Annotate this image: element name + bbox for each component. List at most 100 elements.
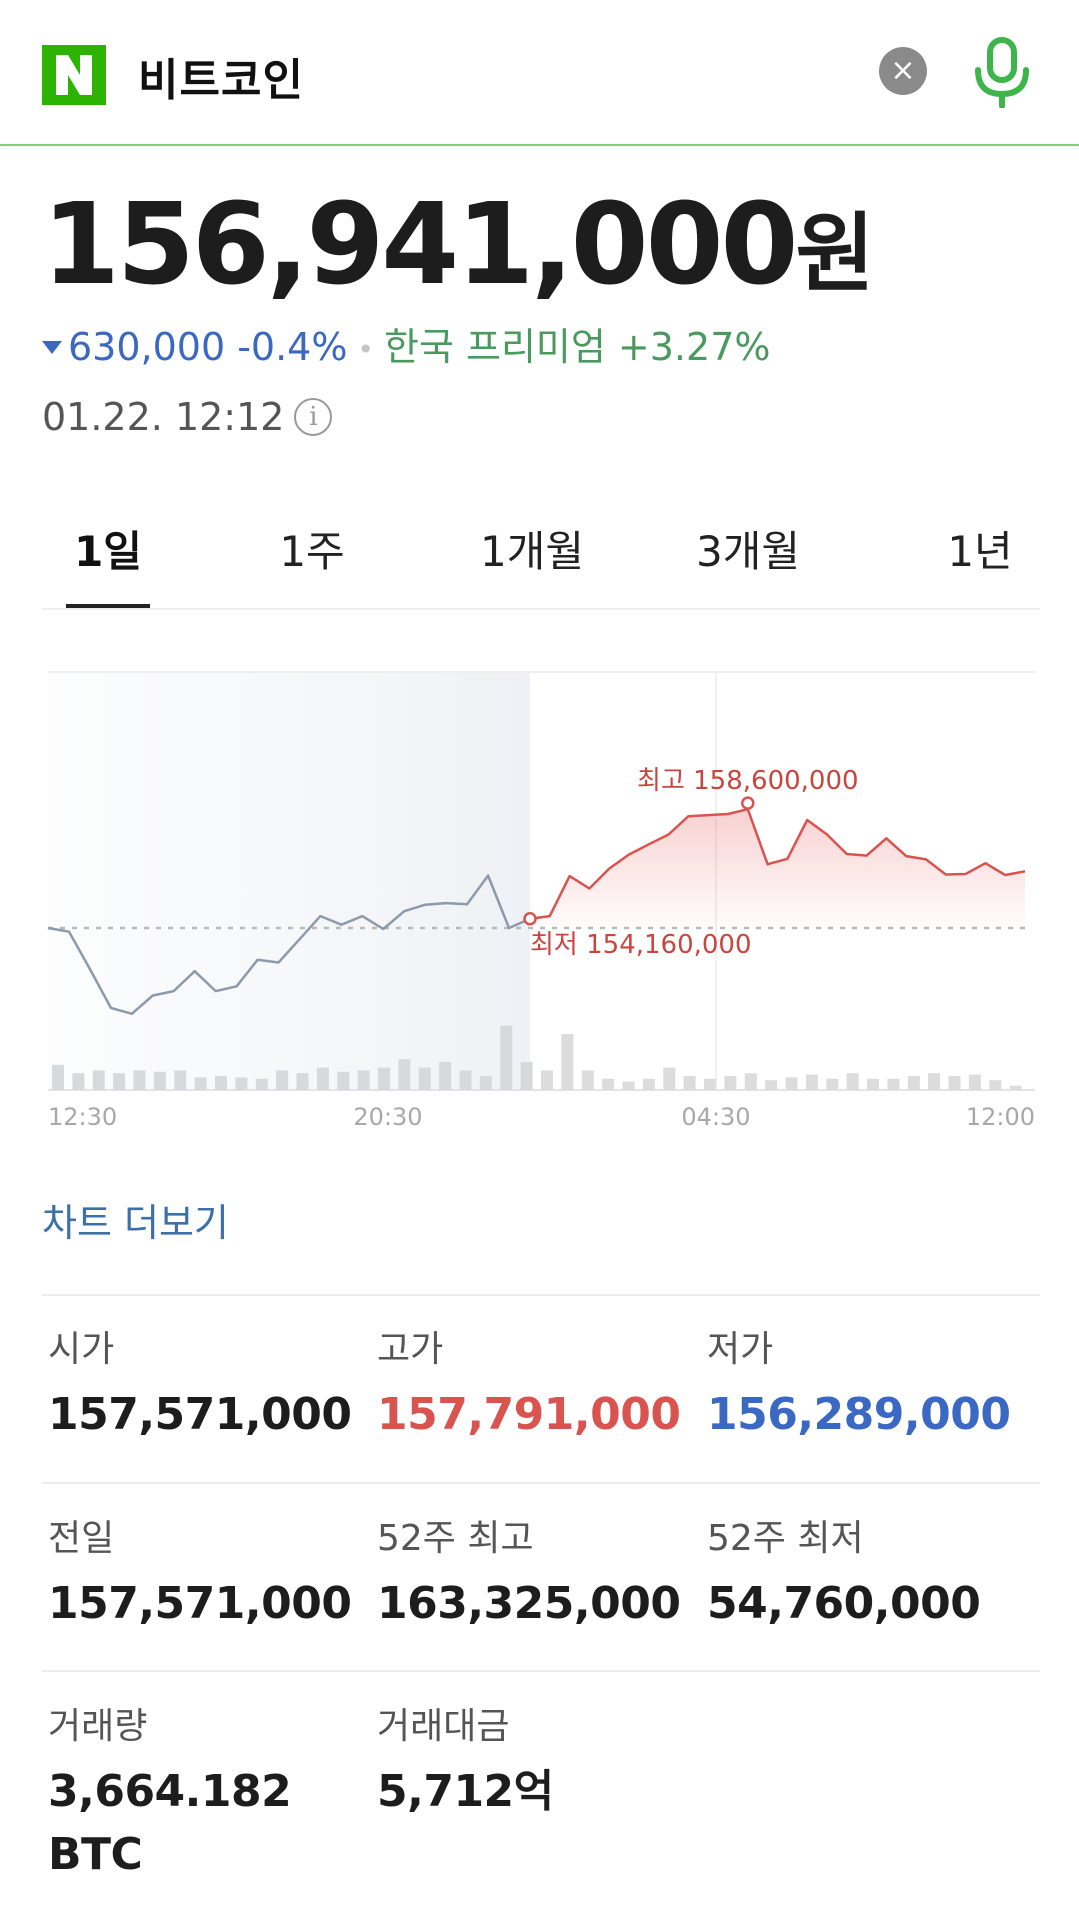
stat-value: 3,664.182	[48, 1766, 292, 1817]
volume-bar	[683, 1076, 696, 1090]
stat-low: 저가 156,289,000	[707, 1326, 1011, 1448]
current-session-line	[529, 807, 1026, 921]
chart-markers	[523, 796, 755, 926]
volume-bar	[194, 1077, 207, 1090]
volume-bar	[907, 1076, 920, 1090]
stat-label: 52주 최저	[707, 1518, 864, 1559]
volume-bar	[642, 1078, 655, 1090]
volume-bar	[1009, 1085, 1022, 1090]
stat-high: 고가 157,791,000	[377, 1326, 681, 1448]
stat-value: 163,325,000	[377, 1578, 681, 1629]
low-marker	[523, 912, 537, 926]
quote-datetime-row: 01.22. 12:12 i	[42, 392, 333, 442]
stat-volume: 거래량 3,664.182 BTC	[48, 1703, 292, 1885]
x-tick-label: 12:30	[48, 1103, 117, 1131]
stat-value: 157,571,000	[48, 1578, 352, 1629]
tab-1-year[interactable]: 1년	[947, 527, 1013, 576]
volume-bar	[663, 1067, 676, 1090]
quote-datetime: 01.22. 12:12	[42, 395, 285, 439]
stat-value: 5,712억	[377, 1766, 554, 1817]
volume-bar	[398, 1059, 411, 1090]
volume-bar	[561, 1034, 574, 1090]
volume-bar	[704, 1078, 716, 1090]
stat-label: 거래량	[48, 1706, 148, 1747]
volume-bar	[520, 1062, 533, 1090]
volume-bar	[255, 1078, 268, 1090]
volume-bar	[378, 1067, 390, 1090]
volume-bar	[479, 1076, 492, 1090]
clear-search-button[interactable]: ×	[879, 47, 927, 95]
volume-bar	[500, 1025, 513, 1090]
price-change: 630,000 -0.4%	[68, 325, 348, 369]
volume-bar	[622, 1081, 635, 1090]
korea-premium: 한국 프리미엄 +3.27%	[384, 325, 771, 369]
stat-value: 157,571,000	[48, 1389, 352, 1440]
volume-bar	[459, 1070, 472, 1090]
volume-bar	[337, 1071, 350, 1090]
volume-bar	[968, 1074, 981, 1090]
volume-bar	[235, 1077, 248, 1090]
close-icon: ×	[890, 53, 916, 88]
naver-logo[interactable]	[42, 45, 106, 105]
volume-bar	[296, 1073, 309, 1090]
active-tab-indicator	[66, 604, 150, 608]
price-lines	[47, 807, 1026, 1016]
volume-bar	[765, 1080, 778, 1090]
price-chart[interactable]: 최고 158,600,000 최저 154,160,000 12:30 20:30 04…	[0, 640, 1079, 1140]
separator-dot: •	[357, 332, 374, 366]
volume-bar	[785, 1077, 798, 1090]
period-tabs: 1일 1주 1개월 3개월 1년	[42, 518, 1040, 610]
volume-bar	[276, 1070, 289, 1090]
volume-bar	[92, 1070, 105, 1090]
volume-bar	[928, 1073, 941, 1090]
price-unit: 원	[795, 204, 875, 304]
low-label: 최저 154,160,000	[530, 930, 752, 960]
volume-bar	[52, 1064, 64, 1090]
tab-1-day[interactable]: 1일	[74, 527, 142, 576]
stat-value-unit: BTC	[48, 1829, 143, 1880]
previous-session-line	[47, 874, 531, 1016]
divider	[42, 1482, 1040, 1484]
volume-bar	[805, 1074, 818, 1090]
volume-bar	[439, 1062, 452, 1090]
down-triangle-icon	[42, 341, 62, 354]
divider	[42, 1294, 1040, 1296]
volume-bar	[153, 1071, 166, 1090]
x-tick-label: 20:30	[353, 1103, 422, 1131]
volume-bar	[174, 1070, 187, 1090]
volume-bar	[133, 1070, 146, 1090]
stat-value: 156,289,000	[707, 1389, 1011, 1440]
search-header: 비트코인 ×	[0, 0, 1079, 146]
x-tick-label: 04:30	[681, 1103, 750, 1131]
tab-1-week[interactable]: 1주	[279, 527, 345, 576]
volume-bar	[867, 1078, 879, 1090]
current-price: 156,941,000원	[42, 180, 875, 319]
price-change-row: 630,000 -0.4% • 한국 프리미엄 +3.27%	[42, 322, 770, 375]
x-tick-label: 12:00	[966, 1103, 1035, 1131]
volume-bar	[744, 1073, 757, 1090]
info-icon[interactable]: i	[294, 397, 333, 436]
stat-trade-value: 거래대금 5,712억	[377, 1703, 554, 1825]
volume-bar	[418, 1067, 431, 1090]
search-query[interactable]: 비트코인	[138, 55, 304, 106]
stat-prev-close: 전일 157,571,000	[48, 1515, 352, 1637]
stat-label: 고가	[377, 1329, 444, 1370]
divider	[42, 1670, 1040, 1672]
stat-label: 저가	[707, 1329, 774, 1370]
volume-bar	[846, 1073, 859, 1090]
high-marker	[741, 796, 755, 810]
microphone-icon[interactable]	[972, 36, 1032, 108]
volume-bar	[948, 1076, 961, 1090]
volume-bar	[113, 1073, 126, 1090]
volume-bar	[581, 1070, 594, 1090]
volume-bar	[72, 1073, 85, 1090]
price-value: 156,941,000	[42, 180, 798, 310]
tab-1-month[interactable]: 1개월	[479, 527, 584, 576]
volume-bar	[215, 1076, 227, 1090]
stat-label: 거래대금	[377, 1706, 510, 1747]
stat-label: 52주 최고	[377, 1518, 534, 1559]
more-chart-link[interactable]: 차트 더보기	[42, 1201, 229, 1245]
tab-3-months[interactable]: 3개월	[695, 527, 800, 576]
volume-bar	[541, 1070, 553, 1090]
stat-label: 전일	[48, 1518, 115, 1559]
